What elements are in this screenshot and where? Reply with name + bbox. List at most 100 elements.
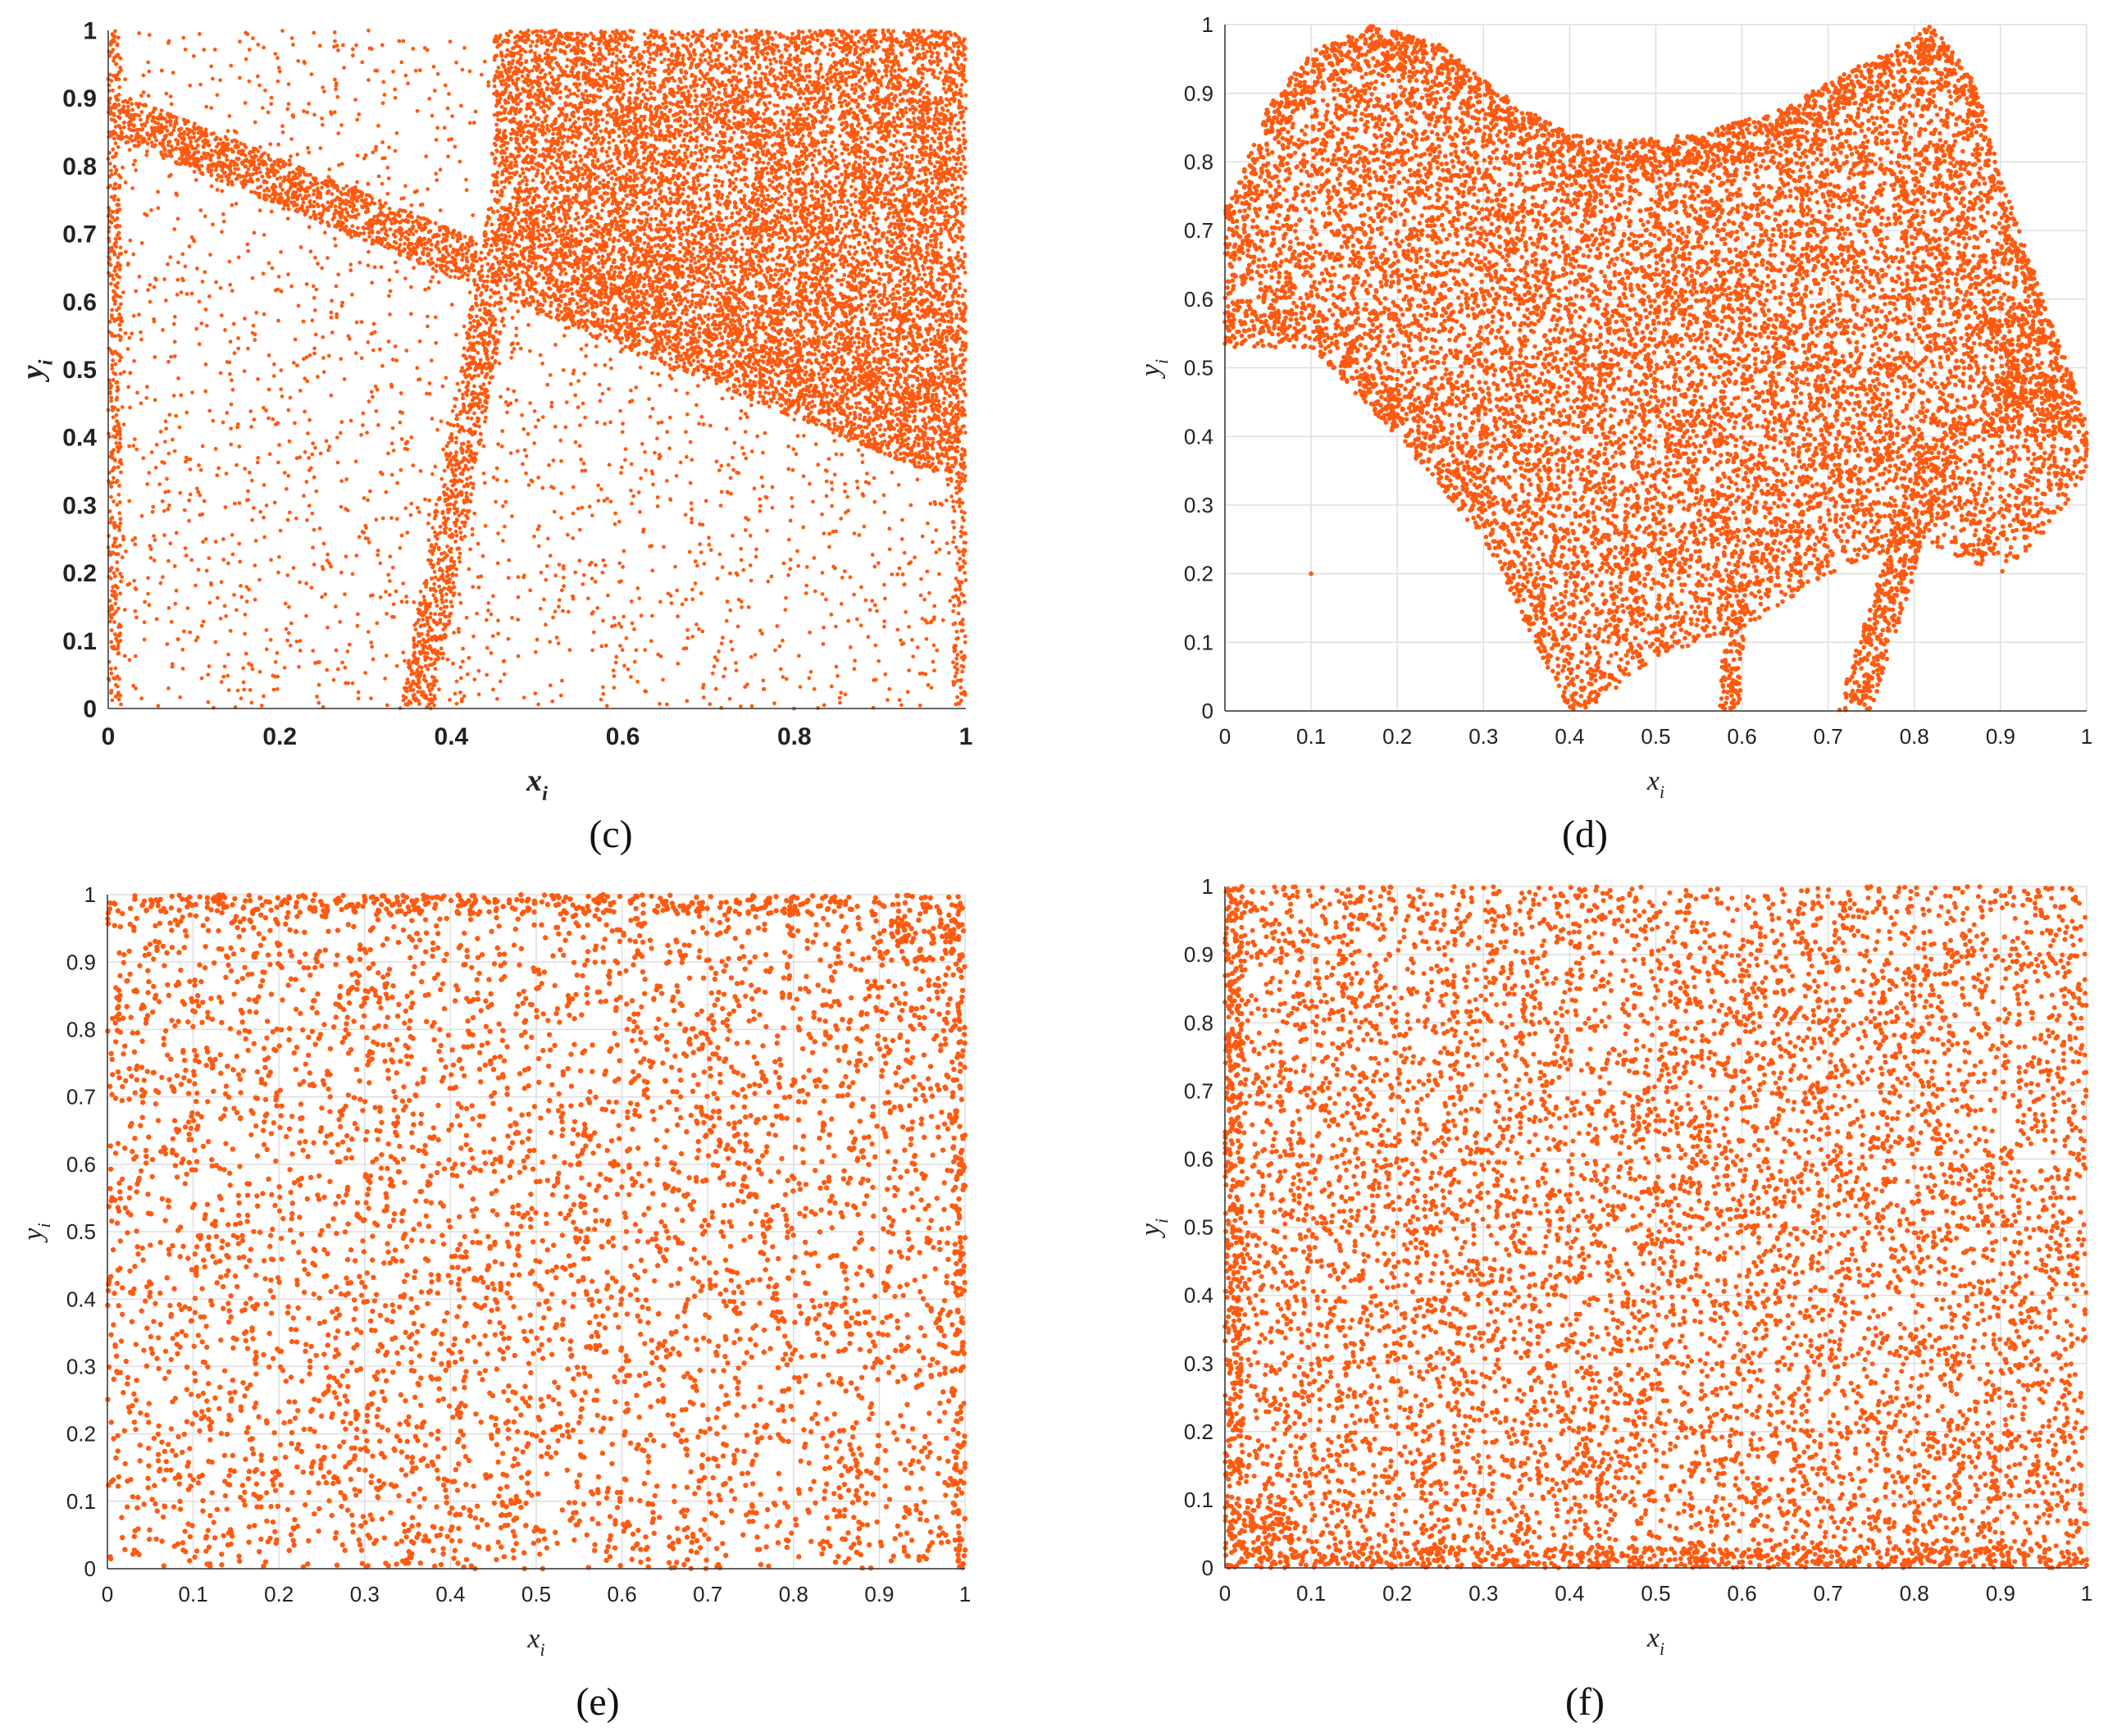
- scatter-point: [298, 580, 302, 585]
- scatter-point: [156, 206, 161, 211]
- scatter-point: [573, 120, 577, 125]
- scatter-point: [918, 593, 923, 598]
- scatter-point: [952, 508, 957, 513]
- scatter-point: [490, 634, 495, 639]
- scatter-point: [332, 110, 337, 115]
- scatter-point: [864, 307, 869, 312]
- scatter-point: [538, 606, 543, 611]
- scatter-point: [816, 462, 821, 467]
- scatter-point: [817, 341, 821, 346]
- scatter-point: [560, 678, 564, 683]
- scatter-point: [111, 377, 116, 382]
- scatter-point: [715, 233, 719, 238]
- scatter-point: [956, 611, 961, 616]
- scatter-point: [768, 62, 773, 66]
- scatter-point: [863, 598, 868, 603]
- scatter-point: [763, 339, 768, 344]
- scatter-point: [432, 703, 437, 708]
- scatter-point: [679, 123, 683, 128]
- scatter-point: [478, 358, 483, 362]
- scatter-point: [139, 401, 143, 406]
- scatter-point: [907, 625, 911, 629]
- scatter-point: [112, 164, 117, 169]
- scatter-point: [280, 394, 285, 399]
- scatter-point: [172, 564, 177, 568]
- scatter-point: [133, 437, 137, 441]
- scatter-point: [834, 175, 839, 180]
- scatter-point: [221, 420, 225, 425]
- scatter-point: [681, 187, 685, 192]
- scatter-point: [413, 68, 418, 73]
- scatter-point: [715, 298, 720, 302]
- scatter-point: [958, 281, 962, 286]
- scatter-point: [816, 335, 821, 339]
- scatter-point: [655, 223, 660, 227]
- scatter-point: [530, 295, 535, 299]
- scatter-point: [483, 523, 488, 528]
- scatter-point: [930, 29, 935, 34]
- scatter-point: [636, 490, 641, 494]
- scatter-point: [738, 416, 743, 421]
- scatter-point: [371, 657, 376, 662]
- scatter-point: [698, 103, 703, 108]
- scatter-point: [899, 703, 904, 708]
- scatter-point: [499, 111, 503, 116]
- scatter-point: [651, 482, 655, 487]
- scatter-point: [767, 285, 772, 289]
- scatter-point: [428, 615, 433, 620]
- scatter-point: [944, 211, 949, 215]
- scatter-point: [471, 485, 476, 490]
- scatter-point: [717, 326, 722, 330]
- scatter-point: [113, 186, 118, 191]
- scatter-point: [221, 674, 226, 679]
- scatter-point: [227, 259, 232, 264]
- scatter-point: [111, 209, 116, 214]
- scatter-point: [147, 603, 152, 608]
- scatter-point: [485, 672, 489, 677]
- scatter-point: [513, 112, 518, 116]
- scatter-point: [796, 29, 801, 34]
- scatter-point: [148, 555, 153, 560]
- scatter-point: [817, 371, 821, 376]
- scatter-point: [839, 104, 844, 109]
- scatter-point: [132, 578, 137, 583]
- scatter-point: [930, 176, 935, 181]
- scatter-point: [480, 264, 485, 269]
- scatter-point: [768, 383, 773, 387]
- scatter-point: [148, 299, 153, 304]
- scatter-point: [130, 331, 134, 336]
- scatter-point: [521, 179, 525, 184]
- scatter-point: [506, 576, 511, 581]
- scatter-point: [150, 509, 155, 514]
- scatter-point: [765, 171, 770, 175]
- scatter-point: [858, 424, 863, 429]
- scatter-point: [312, 199, 316, 204]
- scatter-point: [304, 282, 309, 286]
- scatter-point: [486, 608, 490, 613]
- scatter-point: [739, 30, 744, 34]
- scatter-point: [324, 439, 329, 444]
- scatter-point: [294, 516, 298, 521]
- scatter-point: [692, 182, 696, 187]
- scatter-point: [917, 98, 922, 103]
- scatter-point: [951, 540, 955, 544]
- scatter-point: [370, 645, 375, 649]
- scatter-point: [178, 695, 183, 699]
- scatter-point: [445, 544, 449, 549]
- scatter-point: [839, 420, 843, 425]
- scatter-point: [311, 649, 316, 653]
- scatter-point: [236, 336, 240, 340]
- scatter-point: [685, 231, 690, 236]
- scatter-point: [451, 423, 456, 428]
- scatter-point: [843, 481, 847, 486]
- scatter-point: [580, 253, 585, 258]
- scatter-point: [466, 440, 471, 444]
- scatter-point: [251, 323, 256, 328]
- scatter-point: [280, 124, 285, 129]
- scatter-point: [277, 443, 281, 447]
- scatter-point: [858, 623, 863, 628]
- scatter-point: [426, 629, 430, 634]
- scatter-point: [792, 417, 797, 422]
- scatter-point: [286, 473, 291, 478]
- scatter-point: [771, 257, 776, 262]
